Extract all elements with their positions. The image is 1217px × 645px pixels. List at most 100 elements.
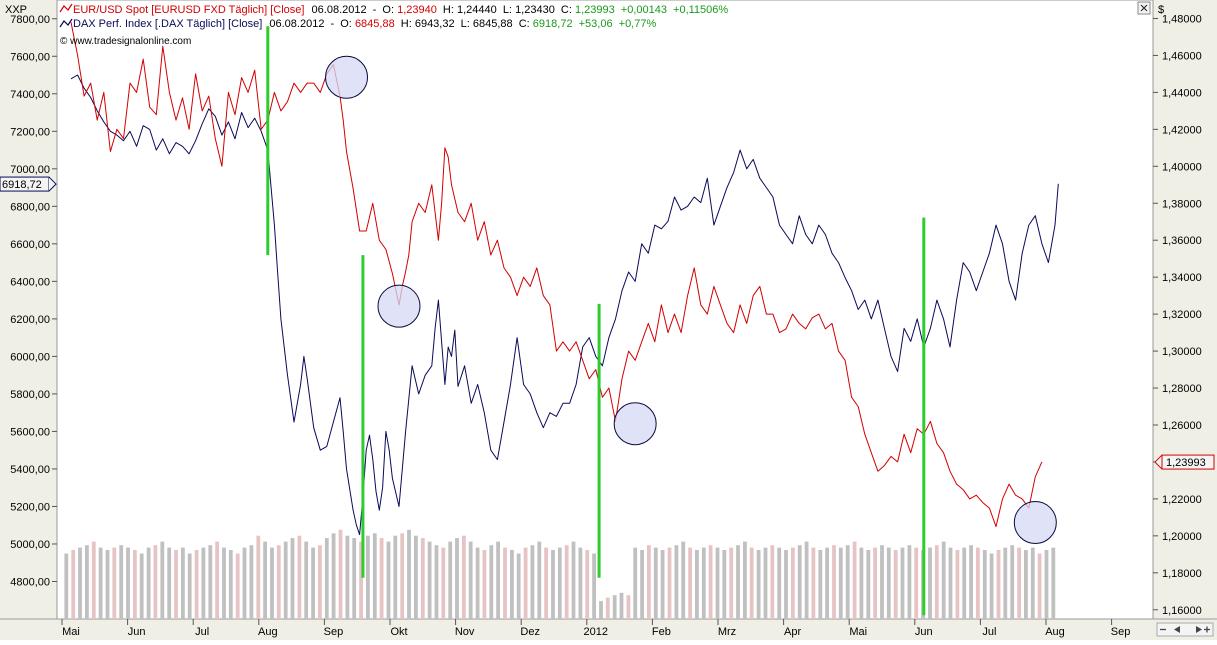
eur-badge-value: 1,23993 xyxy=(1166,457,1206,469)
legend-eur-date: 06.08.2012 xyxy=(312,4,367,16)
zoom-in-icon[interactable] xyxy=(1204,626,1210,633)
left-tick-label: 7000,00 xyxy=(10,164,50,176)
scroll-left-icon[interactable] xyxy=(1174,626,1180,633)
volume-bar xyxy=(626,595,631,619)
volume-bar xyxy=(619,592,624,619)
volume-bar xyxy=(174,550,178,619)
volume-bar xyxy=(98,547,103,619)
volume-bar xyxy=(825,547,829,619)
eur-badge-pointer xyxy=(1154,454,1163,470)
legend-separator: - xyxy=(373,4,377,16)
volume-bar xyxy=(256,535,261,619)
volume-bar xyxy=(372,533,377,619)
volume-bar xyxy=(770,545,775,619)
volume-bar xyxy=(893,550,898,619)
scroll-right-icon[interactable] xyxy=(1196,626,1202,633)
volume-bar xyxy=(407,529,411,620)
volume-bar xyxy=(989,553,994,619)
symbol-label[interactable]: XXP xyxy=(5,4,27,16)
volume-bar xyxy=(311,547,315,619)
volume-bar xyxy=(85,545,89,619)
time-axis: Mai Jun Jul Aug Sep Okt Nov Dez 2012 Feb Mrz Apr Mai… xyxy=(61,619,1130,638)
legend-eur-high: 1,24440 xyxy=(457,4,497,16)
scroll-controls[interactable] xyxy=(1156,622,1214,637)
volume-bar xyxy=(756,550,761,619)
right-tick-label: 1,26000 xyxy=(1162,420,1202,432)
volume-bar xyxy=(105,550,110,619)
left-axis: 7800,00 7600,00 7400,00 7200,00 7000,00 6800,… xyxy=(10,14,57,588)
eur-badge-box xyxy=(1161,454,1215,470)
volume-bar xyxy=(510,550,514,619)
legend-dax-o-label: O: xyxy=(340,18,352,30)
highlight-circle xyxy=(377,284,421,328)
volume-bar xyxy=(688,547,692,619)
legend-eur-usd[interactable]: EUR/USD Spot [EURUSD FXD Täglich] [Close… xyxy=(59,3,728,16)
legend-dax-open: 6845,88 xyxy=(355,18,395,30)
volume-bar xyxy=(996,550,1001,619)
time-tick-label: Jul xyxy=(982,626,996,638)
time-tick-label: Mai xyxy=(62,626,80,638)
copyright-label: © www.tradesignalonline.com xyxy=(60,36,191,47)
scroll-bg xyxy=(1156,622,1214,637)
right-tick-label: 1,36000 xyxy=(1162,235,1202,247)
plot-area xyxy=(56,0,1154,620)
volume-bar xyxy=(1051,547,1056,619)
volume-bar xyxy=(880,545,884,619)
time-axis-bg xyxy=(57,619,1153,640)
legend-dax-l-label: L: xyxy=(461,18,470,30)
time-tick-label: 2012 xyxy=(584,626,608,638)
highlight-circle xyxy=(325,55,369,99)
legend-dax[interactable]: DAX Perf. Index [.DAX Täglich] [Close] 0… xyxy=(59,18,656,30)
volume-bar xyxy=(283,541,288,619)
volume-bar xyxy=(359,541,363,619)
legend-dax-date: 06.08.2012 xyxy=(269,18,324,30)
volume-bar xyxy=(564,545,569,619)
volume-bar xyxy=(1030,547,1035,619)
left-tick-label: 5200,00 xyxy=(10,501,50,513)
volume-bar xyxy=(743,541,747,619)
volume-bar xyxy=(832,545,836,619)
volume-bar xyxy=(955,550,960,619)
highlight-circle xyxy=(1013,501,1057,545)
volume-bar xyxy=(982,550,987,619)
volume-bar xyxy=(653,547,658,619)
volume-bars xyxy=(64,529,1056,620)
legend-dax-high: 6943,32 xyxy=(415,18,455,30)
volume-bar xyxy=(242,547,247,619)
dax-line xyxy=(70,74,1059,536)
time-tick-label: Aug xyxy=(1045,626,1065,638)
volume-bar xyxy=(784,550,788,619)
right-tick-label: 1,32000 xyxy=(1162,309,1202,321)
volume-bar xyxy=(708,545,713,619)
volume-bar xyxy=(338,529,343,620)
volume-bar xyxy=(441,547,446,619)
right-tick-label: 1,22000 xyxy=(1162,494,1202,506)
time-tick-label: Jul xyxy=(195,626,209,638)
volume-bar xyxy=(468,541,473,619)
volume-bar xyxy=(873,547,877,619)
volume-bar xyxy=(811,547,816,619)
volume-bar xyxy=(194,550,199,619)
volume-bar xyxy=(859,547,864,619)
volume-bar xyxy=(914,547,919,619)
dax-badge-pointer xyxy=(48,176,57,192)
volume-bar xyxy=(523,547,528,619)
volume-bar xyxy=(160,541,165,619)
volume-bar xyxy=(201,547,206,619)
volume-bar xyxy=(530,545,535,619)
volume-bar xyxy=(71,550,76,619)
volume-bar xyxy=(722,550,727,619)
volume-bar xyxy=(331,533,336,619)
volume-bar xyxy=(455,538,459,619)
legend-dax-c-label: C: xyxy=(519,18,530,30)
close-icon xyxy=(1140,4,1148,12)
close-button[interactable] xyxy=(1137,1,1151,15)
left-tick-label: 5400,00 xyxy=(10,464,50,476)
right-tick-label: 1,42000 xyxy=(1162,124,1202,136)
svg-text:EUR/USD Spot [EURUSD FXD Tägl: EUR/USD Spot [EURUSD FXD Täglich] [Close… xyxy=(73,4,728,16)
volume-bar xyxy=(475,547,480,619)
volume-bar xyxy=(791,547,795,619)
eur-usd-line xyxy=(70,22,1043,528)
legend-eur-pct: +0,11506% xyxy=(673,4,728,16)
